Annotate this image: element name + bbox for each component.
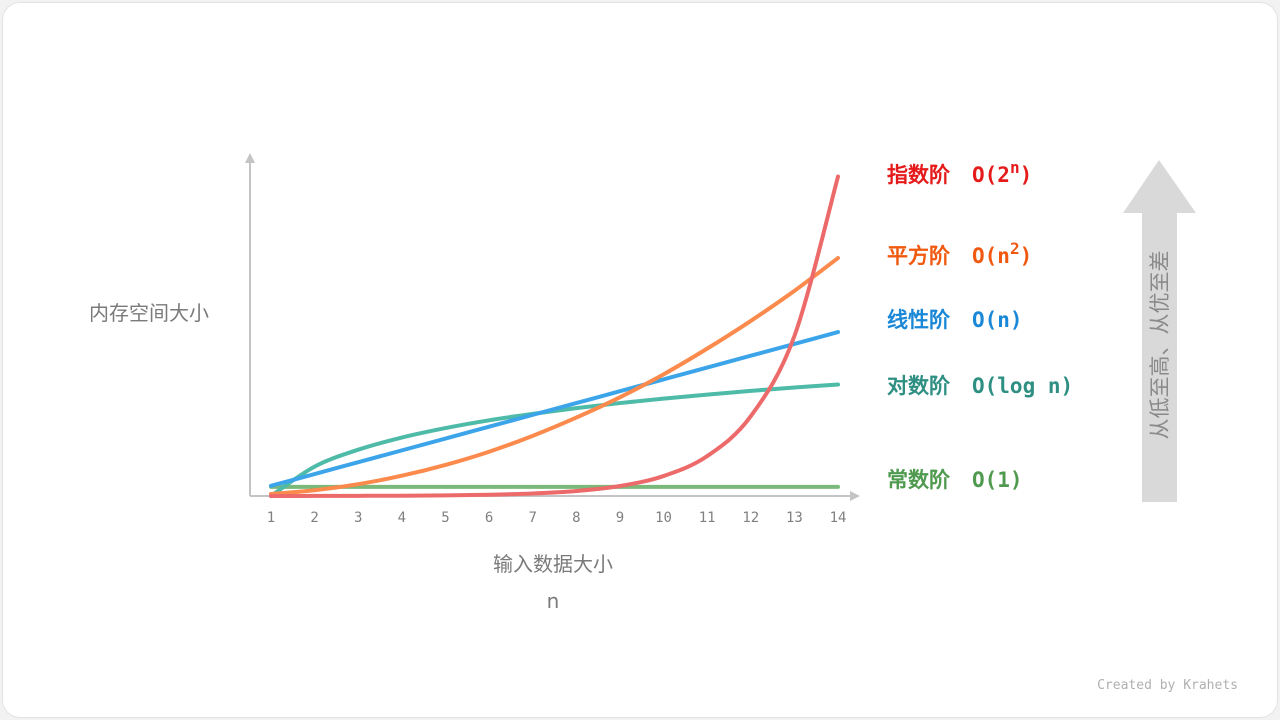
x-axis-sublabel: n: [547, 589, 560, 613]
series-line: [269, 256, 840, 496]
legend-name: 平方阶: [887, 244, 951, 268]
legend-entry: 指数阶 O(2n): [887, 158, 1032, 187]
notation-base: O(2: [972, 163, 1010, 187]
ranking-arrow: 从低至高、从优至差: [1123, 160, 1196, 502]
legend-notation: O(2n): [972, 158, 1032, 187]
legend-entry: 常数阶 O(1): [887, 468, 1023, 492]
x-axis-label: 输入数据大小: [493, 552, 613, 576]
notation-text: O(log n): [972, 374, 1073, 398]
ranking-annotation: 从低至高、从优至差: [1148, 251, 1172, 440]
legend-name: 常数阶: [887, 468, 951, 492]
legend-entry: 平方阶 O(n2): [887, 239, 1032, 268]
legend-notation: O(log n): [972, 374, 1073, 398]
x-tick-label: 3: [354, 510, 362, 526]
x-tick-label: 13: [786, 510, 803, 526]
notation-sup: 2: [1010, 239, 1020, 258]
x-tick-label: 4: [398, 510, 406, 526]
notation-text: O(n): [972, 308, 1023, 332]
x-tick-label: 2: [310, 510, 318, 526]
axes: [245, 153, 860, 501]
x-tick-label: 5: [441, 510, 449, 526]
x-tick-label: 9: [616, 510, 624, 526]
series-line: [269, 382, 840, 498]
series-line: [269, 330, 840, 488]
y-axis-arrow-icon: [245, 153, 255, 163]
legend-entry: 线性阶 O(n): [887, 308, 1023, 332]
x-tick-label: 11: [699, 510, 716, 526]
legend-name: 指数阶: [887, 163, 951, 187]
legend-name: 对数阶: [887, 374, 951, 398]
legend-name: 线性阶: [887, 308, 951, 332]
series-line: [269, 174, 840, 498]
notation-text: O(1): [972, 468, 1023, 492]
x-tick-label: 8: [572, 510, 580, 526]
legend-notation: O(1): [972, 468, 1023, 492]
legend-notation: O(n2): [972, 239, 1032, 268]
x-tick-label: 7: [528, 510, 536, 526]
x-tick-label: 10: [655, 510, 672, 526]
x-tick-label: 14: [830, 510, 847, 526]
x-tick-label: 1: [267, 510, 275, 526]
x-tick-label: 12: [742, 510, 759, 526]
x-tick-label: 6: [485, 510, 493, 526]
legend-entry: 对数阶 O(log n): [887, 374, 1073, 398]
x-axis-arrow-icon: [850, 491, 860, 501]
notation-end: ): [1020, 163, 1033, 187]
legend-notation: O(n): [972, 308, 1023, 332]
credit: Created by Krahets: [1097, 678, 1238, 693]
notation-base: O(n: [972, 244, 1010, 268]
notation-sup: n: [1010, 158, 1020, 177]
notation-end: ): [1020, 244, 1033, 268]
y-axis-label: 内存空间大小: [89, 301, 209, 325]
up-arrow-icon: [1123, 160, 1196, 502]
